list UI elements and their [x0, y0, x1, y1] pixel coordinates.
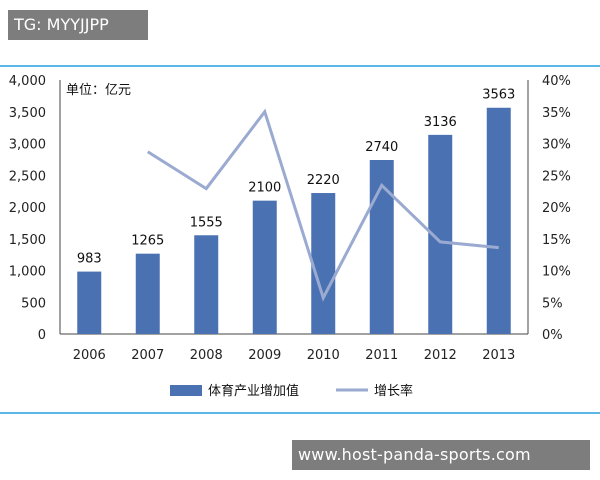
- bar-data-labels: 983 1265 1555 2100 2220 2740 3136 3563: [77, 88, 515, 267]
- x-tick-label: 2009: [248, 348, 281, 363]
- y-right-tick-label: 0%: [542, 328, 563, 343]
- y-left-tick-label: 2,000: [9, 201, 46, 216]
- legend-swatch-bar: [170, 385, 202, 396]
- bar-2011: [369, 160, 394, 334]
- y-right-tick-label: 20%: [542, 201, 571, 216]
- x-tick-label: 2010: [307, 348, 340, 363]
- watermark-url: www.host-panda-sports.com: [292, 440, 590, 470]
- x-tick-label: 2012: [424, 348, 457, 363]
- y-right-tick-label: 30%: [542, 138, 571, 153]
- growth-rate-line: [146, 108, 499, 302]
- x-tick-label: 2006: [73, 348, 106, 363]
- x-tick-labels: 2006 2007 2008 2009 2010 2011 2012 2013: [73, 348, 516, 363]
- x-tick-label: 2013: [482, 348, 515, 363]
- y-right-tick-label: 10%: [542, 265, 571, 280]
- y-left-tick-label: 1,500: [9, 233, 46, 248]
- bar-2009: [252, 200, 277, 334]
- watermark-tag: TG: MYYJJPP: [8, 10, 148, 40]
- y-right-tick-label: 35%: [542, 106, 571, 121]
- bar-2013: [486, 107, 511, 334]
- bar-data-label: 2100: [248, 181, 281, 196]
- x-tick-label: 2007: [131, 348, 164, 363]
- y-left-tick-label: 500: [21, 296, 46, 311]
- y-right-tick-label: 5%: [542, 296, 563, 311]
- y-left-tick-label: 0: [38, 328, 46, 343]
- y-right-tick-label: 25%: [542, 169, 571, 184]
- legend: 体育产业增加值 增长率: [170, 383, 413, 399]
- bar-2006: [77, 271, 102, 334]
- x-tick-label: 2008: [190, 348, 223, 363]
- y-left-tick-label: 4,000: [9, 74, 46, 89]
- bar-2008: [194, 235, 219, 334]
- legend-label-line: 增长率: [374, 383, 413, 399]
- unit-label: 单位：亿元: [66, 83, 131, 98]
- bar-data-label: 983: [77, 252, 102, 267]
- growth-line-series: [146, 108, 499, 302]
- bar-data-label: 1265: [131, 234, 164, 249]
- y-left-tick-label: 3,000: [9, 138, 46, 153]
- y-left-tick-label: 3,500: [9, 106, 46, 121]
- y-right-tick-label: 15%: [542, 233, 571, 248]
- bar-series: [77, 107, 511, 334]
- bar-data-label: 2740: [365, 140, 398, 155]
- y-right-tick-labels: 0% 5% 10% 15% 20% 25% 30% 35% 40%: [542, 74, 571, 343]
- bar-2010: [311, 193, 336, 334]
- bar-data-label: 3136: [424, 115, 457, 130]
- bar-data-label: 1555: [190, 215, 223, 230]
- x-tick-label: 2011: [365, 348, 398, 363]
- bar-2007: [135, 253, 160, 334]
- y-left-tick-labels: 0 500 1,000 1,500 2,000 2,500 3,000 3,500 4,000: [9, 74, 46, 343]
- y-left-tick-label: 2,500: [9, 169, 46, 184]
- bar-data-label: 3563: [482, 88, 515, 103]
- y-left-tick-label: 1,000: [9, 265, 46, 280]
- legend-label-bar: 体育产业增加值: [208, 383, 299, 399]
- bar-data-label: 2220: [307, 173, 340, 188]
- y-right-tick-label: 40%: [542, 74, 571, 89]
